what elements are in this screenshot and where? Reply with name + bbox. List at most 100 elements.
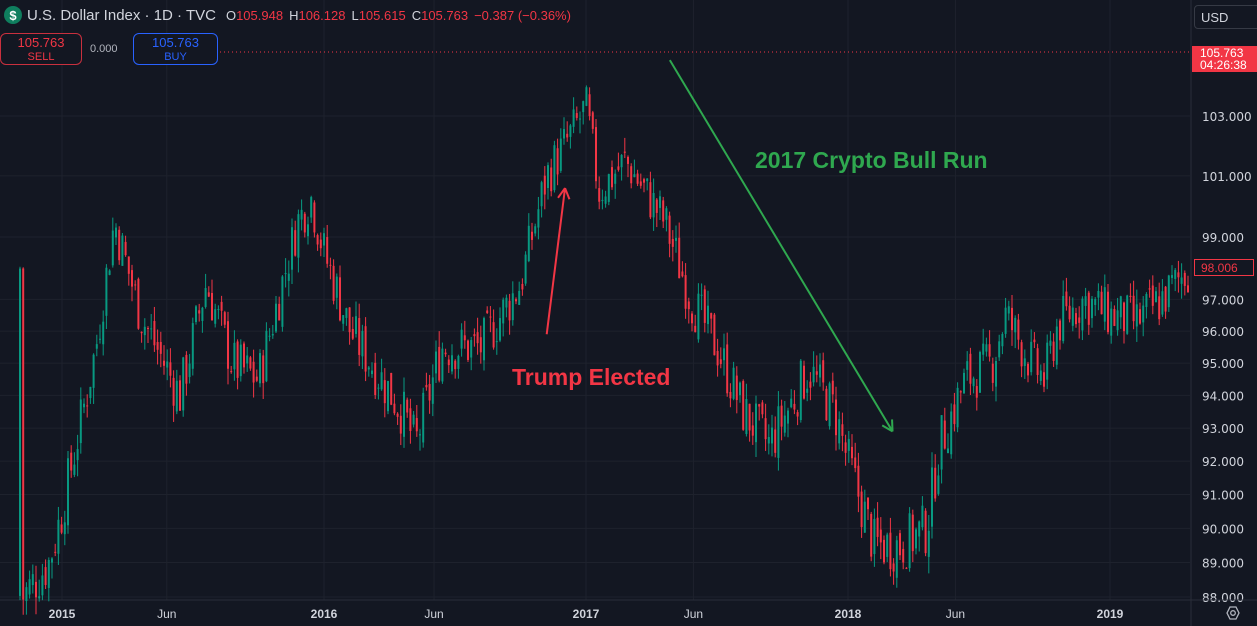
candle-body bbox=[547, 165, 549, 189]
candle-body bbox=[748, 403, 751, 431]
candle-body bbox=[953, 404, 956, 425]
candle-body bbox=[697, 293, 700, 340]
dollar-icon: $ bbox=[4, 6, 22, 24]
candle-body bbox=[1142, 305, 1145, 323]
candle-body bbox=[963, 372, 965, 394]
candle-body bbox=[415, 418, 418, 432]
candle-body bbox=[668, 215, 671, 244]
candle-body bbox=[457, 355, 460, 369]
candle-body bbox=[777, 406, 780, 458]
candle-body bbox=[38, 596, 41, 599]
candle-body bbox=[435, 351, 437, 374]
candle-body bbox=[70, 452, 73, 471]
candle-body bbox=[371, 370, 373, 375]
candle-body bbox=[643, 179, 645, 183]
candle-body bbox=[879, 529, 882, 543]
arrow-head bbox=[564, 187, 571, 200]
candle-body bbox=[825, 388, 828, 421]
candle-body bbox=[255, 376, 258, 381]
y-tick-label: 97.000 bbox=[1202, 293, 1244, 307]
candle-body bbox=[604, 196, 607, 204]
candle-body bbox=[252, 361, 255, 383]
candle-body bbox=[553, 145, 556, 191]
candle-body bbox=[867, 497, 869, 510]
candle-body bbox=[278, 303, 281, 321]
candle-body bbox=[1161, 291, 1164, 315]
candle-body bbox=[780, 405, 783, 427]
candle-body bbox=[819, 364, 821, 378]
candle-body bbox=[287, 273, 290, 281]
candle-body bbox=[915, 529, 917, 549]
candle-body bbox=[22, 268, 25, 600]
annotation-crypto-bull-run[interactable]: 2017 Crypto Bull Run bbox=[755, 147, 988, 173]
candle-body bbox=[566, 133, 569, 138]
candle-body bbox=[943, 420, 946, 449]
candle-body bbox=[179, 380, 181, 411]
candle-body bbox=[713, 314, 716, 356]
candle-body bbox=[639, 181, 642, 186]
arrow-head bbox=[557, 187, 566, 199]
symbol-title[interactable]: U.S. Dollar Index · 1D · TVC bbox=[27, 6, 216, 24]
candle-body bbox=[233, 342, 236, 370]
candle-body bbox=[207, 292, 210, 297]
candle-body bbox=[351, 328, 354, 339]
candle-body bbox=[1100, 291, 1103, 315]
x-tick-label: 2019 bbox=[1097, 607, 1124, 621]
candle-body bbox=[223, 312, 226, 325]
candle-body bbox=[873, 518, 876, 555]
candle-body bbox=[614, 173, 617, 184]
candle-body bbox=[63, 522, 66, 535]
currency-selector[interactable]: USD bbox=[1194, 5, 1257, 29]
candle-body bbox=[966, 361, 969, 370]
candle-body bbox=[1171, 275, 1173, 278]
candle-body bbox=[1158, 296, 1161, 320]
settings-icon[interactable] bbox=[1222, 605, 1244, 621]
candle-body bbox=[73, 464, 76, 475]
candle-body bbox=[367, 367, 370, 370]
candle-body bbox=[735, 375, 738, 401]
candle-body bbox=[723, 348, 725, 361]
candle-body bbox=[265, 330, 268, 382]
candle-body bbox=[1065, 291, 1068, 307]
candle-body bbox=[857, 465, 860, 497]
candle-body bbox=[1001, 333, 1004, 347]
candle-body bbox=[678, 237, 681, 279]
candle-body bbox=[377, 387, 380, 389]
sell-button[interactable]: 105.763 SELL bbox=[0, 33, 82, 65]
candle-body bbox=[863, 501, 866, 533]
candle-body bbox=[451, 355, 453, 372]
buy-button[interactable]: 105.763 BUY bbox=[133, 33, 218, 65]
candle-body bbox=[655, 199, 658, 213]
candle-body bbox=[1167, 275, 1170, 308]
candle-body bbox=[143, 326, 146, 336]
candle-body bbox=[1135, 304, 1138, 327]
x-tick-label: 2017 bbox=[573, 607, 600, 621]
candle-body bbox=[556, 148, 559, 175]
annotation-trump-elected[interactable]: Trump Elected bbox=[512, 364, 671, 390]
candle-body bbox=[1030, 341, 1033, 373]
candle-body bbox=[623, 151, 626, 153]
x-tick-label: 2016 bbox=[311, 607, 338, 621]
candle-body bbox=[745, 399, 748, 435]
candle-body bbox=[1174, 269, 1177, 279]
candle-body bbox=[323, 233, 325, 246]
candle-body bbox=[796, 412, 799, 417]
candle-body bbox=[86, 405, 89, 407]
candle-body bbox=[918, 521, 921, 537]
candle-body bbox=[227, 321, 229, 369]
y-tick-label: 103.000 bbox=[1202, 110, 1252, 124]
candle-body bbox=[1033, 339, 1036, 343]
candle-body bbox=[771, 427, 773, 444]
candle-body bbox=[694, 325, 697, 333]
candle-body bbox=[620, 154, 623, 168]
candle-body bbox=[307, 224, 309, 237]
candle-body bbox=[1145, 294, 1148, 307]
candle-body bbox=[342, 315, 345, 324]
candle-body bbox=[531, 231, 533, 240]
candle-body bbox=[764, 418, 767, 440]
candle-body bbox=[767, 436, 770, 444]
candle-body bbox=[790, 398, 793, 408]
candle-body bbox=[204, 288, 207, 307]
candle-body bbox=[105, 267, 108, 316]
